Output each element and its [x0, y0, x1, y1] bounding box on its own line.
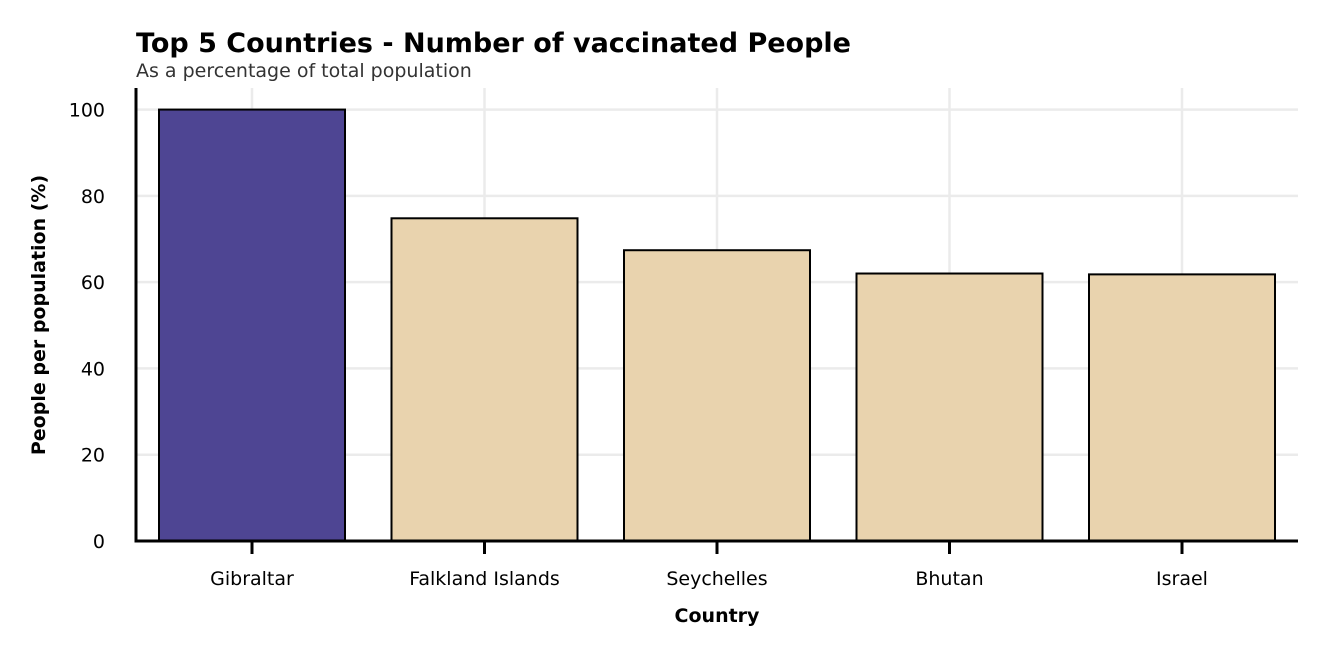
x-tick-label: Gibraltar [210, 568, 294, 590]
y-tick-label: 60 [81, 272, 105, 294]
x-tick-label: Israel [1156, 568, 1208, 590]
bar-falkland-islands [390, 217, 579, 542]
y-axis-label: People per population (%) [28, 175, 50, 455]
bar-israel [1088, 273, 1276, 542]
y-tick-label: 0 [93, 531, 105, 553]
y-tick-label: 100 [69, 100, 105, 122]
x-axis-label: Country [675, 605, 761, 627]
y-tick-label: 20 [81, 445, 105, 467]
x-tick-label: Falkland Islands [409, 568, 560, 590]
bar-bhutan [855, 272, 1044, 542]
ticks: 0 20 40 60 80 100 Gibraltar Falkland Islands Sey… [69, 100, 1208, 590]
x-tick-label: Bhutan [915, 568, 983, 590]
chart-title: Top 5 Countries - Number of vaccinated P… [136, 28, 851, 59]
y-tick-label: 40 [81, 358, 105, 380]
x-tick-label: Seychelles [666, 568, 767, 590]
bar-seychelles [623, 249, 811, 543]
chart-subtitle: As a percentage of total population [136, 60, 472, 82]
y-tick-label: 80 [81, 186, 105, 208]
bar-gibraltar [158, 108, 346, 542]
